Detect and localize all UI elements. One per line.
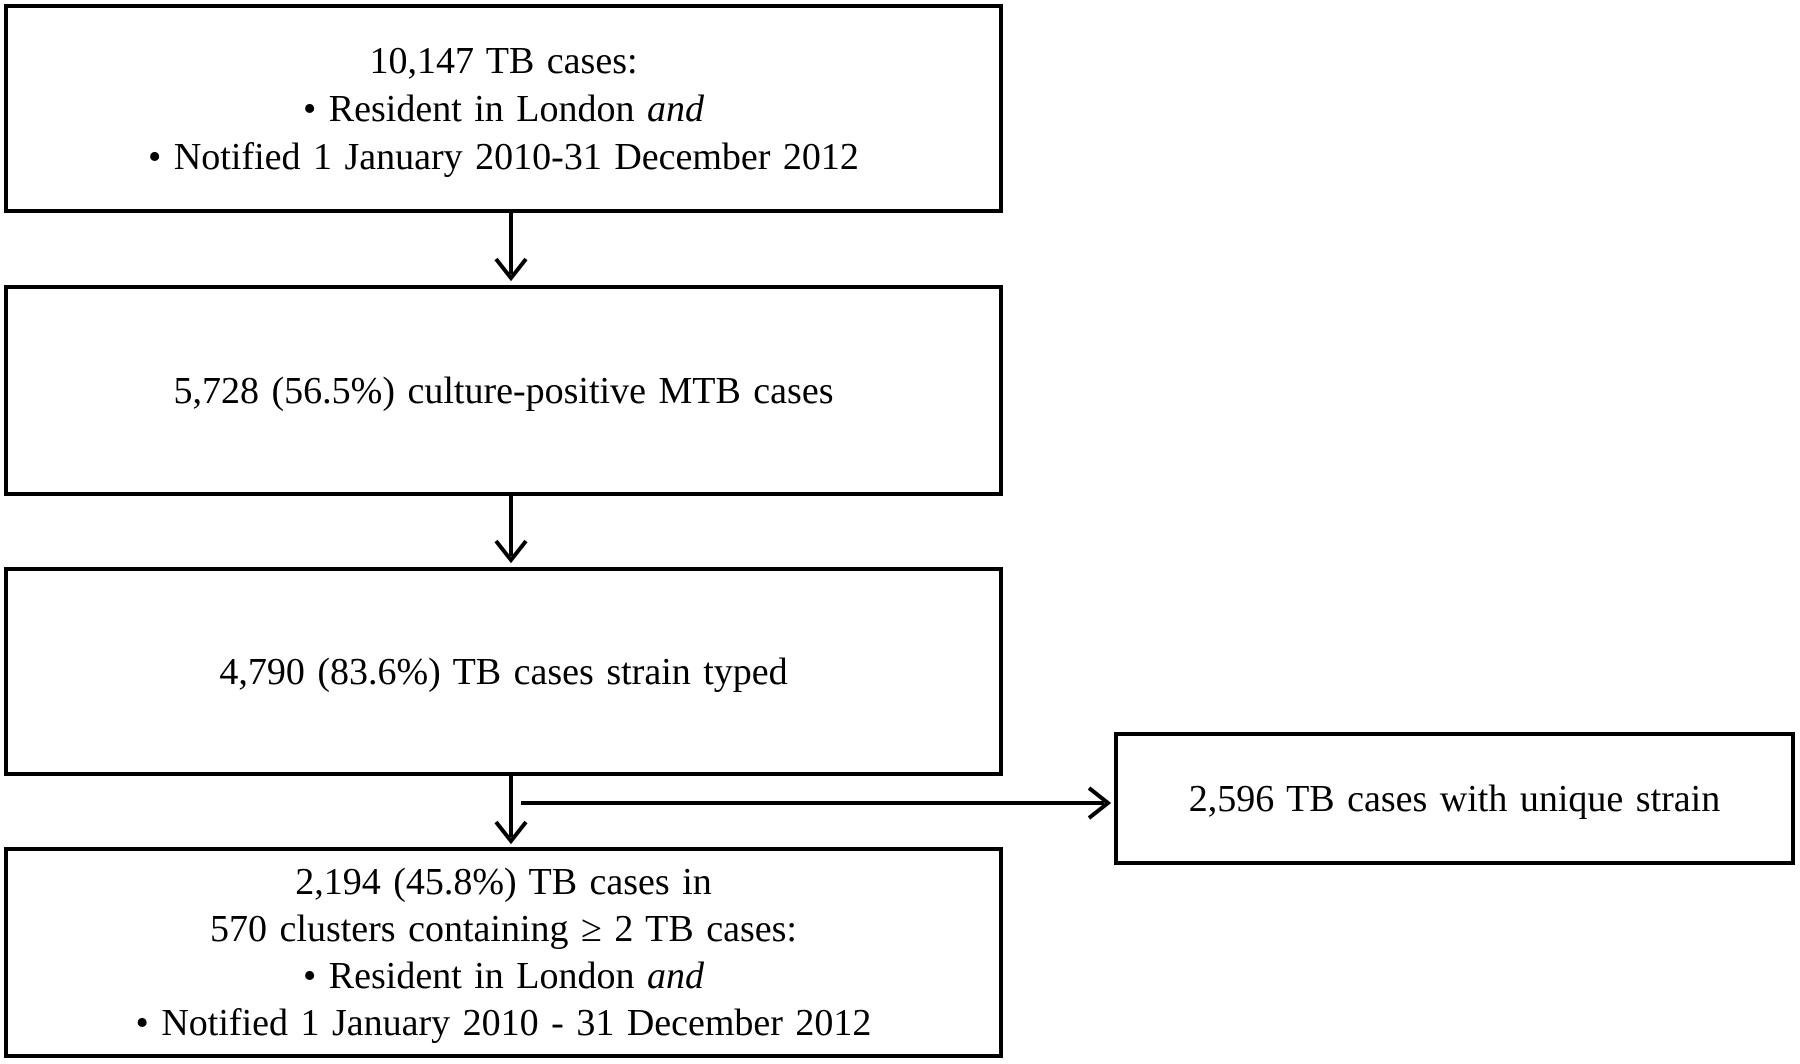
criterion-resident-text: • Resident in London	[302, 87, 635, 130]
total-cases-heading: 10,147 TB cases:	[369, 39, 638, 82]
box-unique-strain: 2,596 TB cases with unique strain	[1114, 732, 1795, 865]
box-total-tb-cases: 10,147 TB cases: • Resident in London an…	[4, 4, 1003, 213]
criterion-resident-text: • Resident in London	[302, 954, 635, 997]
culture-positive-text: 5,728 (56.5%) culture-positive MTB cases	[173, 369, 834, 412]
criterion-and-emphasis: and	[647, 87, 705, 130]
box-strain-typed: 4,790 (83.6%) TB cases strain typed	[4, 567, 1003, 776]
arrow-culture-to-typed	[494, 496, 528, 564]
unique-strain-text: 2,596 TB cases with unique strain	[1188, 777, 1721, 820]
clustered-line-1: 2,194 (45.8%) TB cases in	[295, 860, 712, 903]
clustered-criterion-notified: • Notified 1 January 2010 - 31 December …	[135, 1001, 872, 1044]
box-culture-positive: 5,728 (56.5%) culture-positive MTB cases	[4, 285, 1003, 496]
strain-typed-text: 4,790 (83.6%) TB cases strain typed	[219, 650, 788, 693]
criterion-and-emphasis: and	[647, 954, 705, 997]
box-clustered-cases: 2,194 (45.8%) TB cases in 570 clusters c…	[4, 847, 1003, 1058]
arrow-total-to-culture	[494, 213, 528, 282]
clustered-criterion-resident: • Resident in London and	[303, 953, 704, 1000]
arrow-branch-to-unique	[521, 786, 1112, 820]
clustered-line-2: 570 clusters containing ≥ 2 TB cases:	[210, 907, 797, 950]
total-cases-criterion-notified: • Notified 1 January 2010-31 December 20…	[148, 135, 859, 178]
total-cases-criterion-resident: • Resident in London and	[303, 85, 704, 133]
arrow-typed-to-clustered	[494, 776, 528, 845]
